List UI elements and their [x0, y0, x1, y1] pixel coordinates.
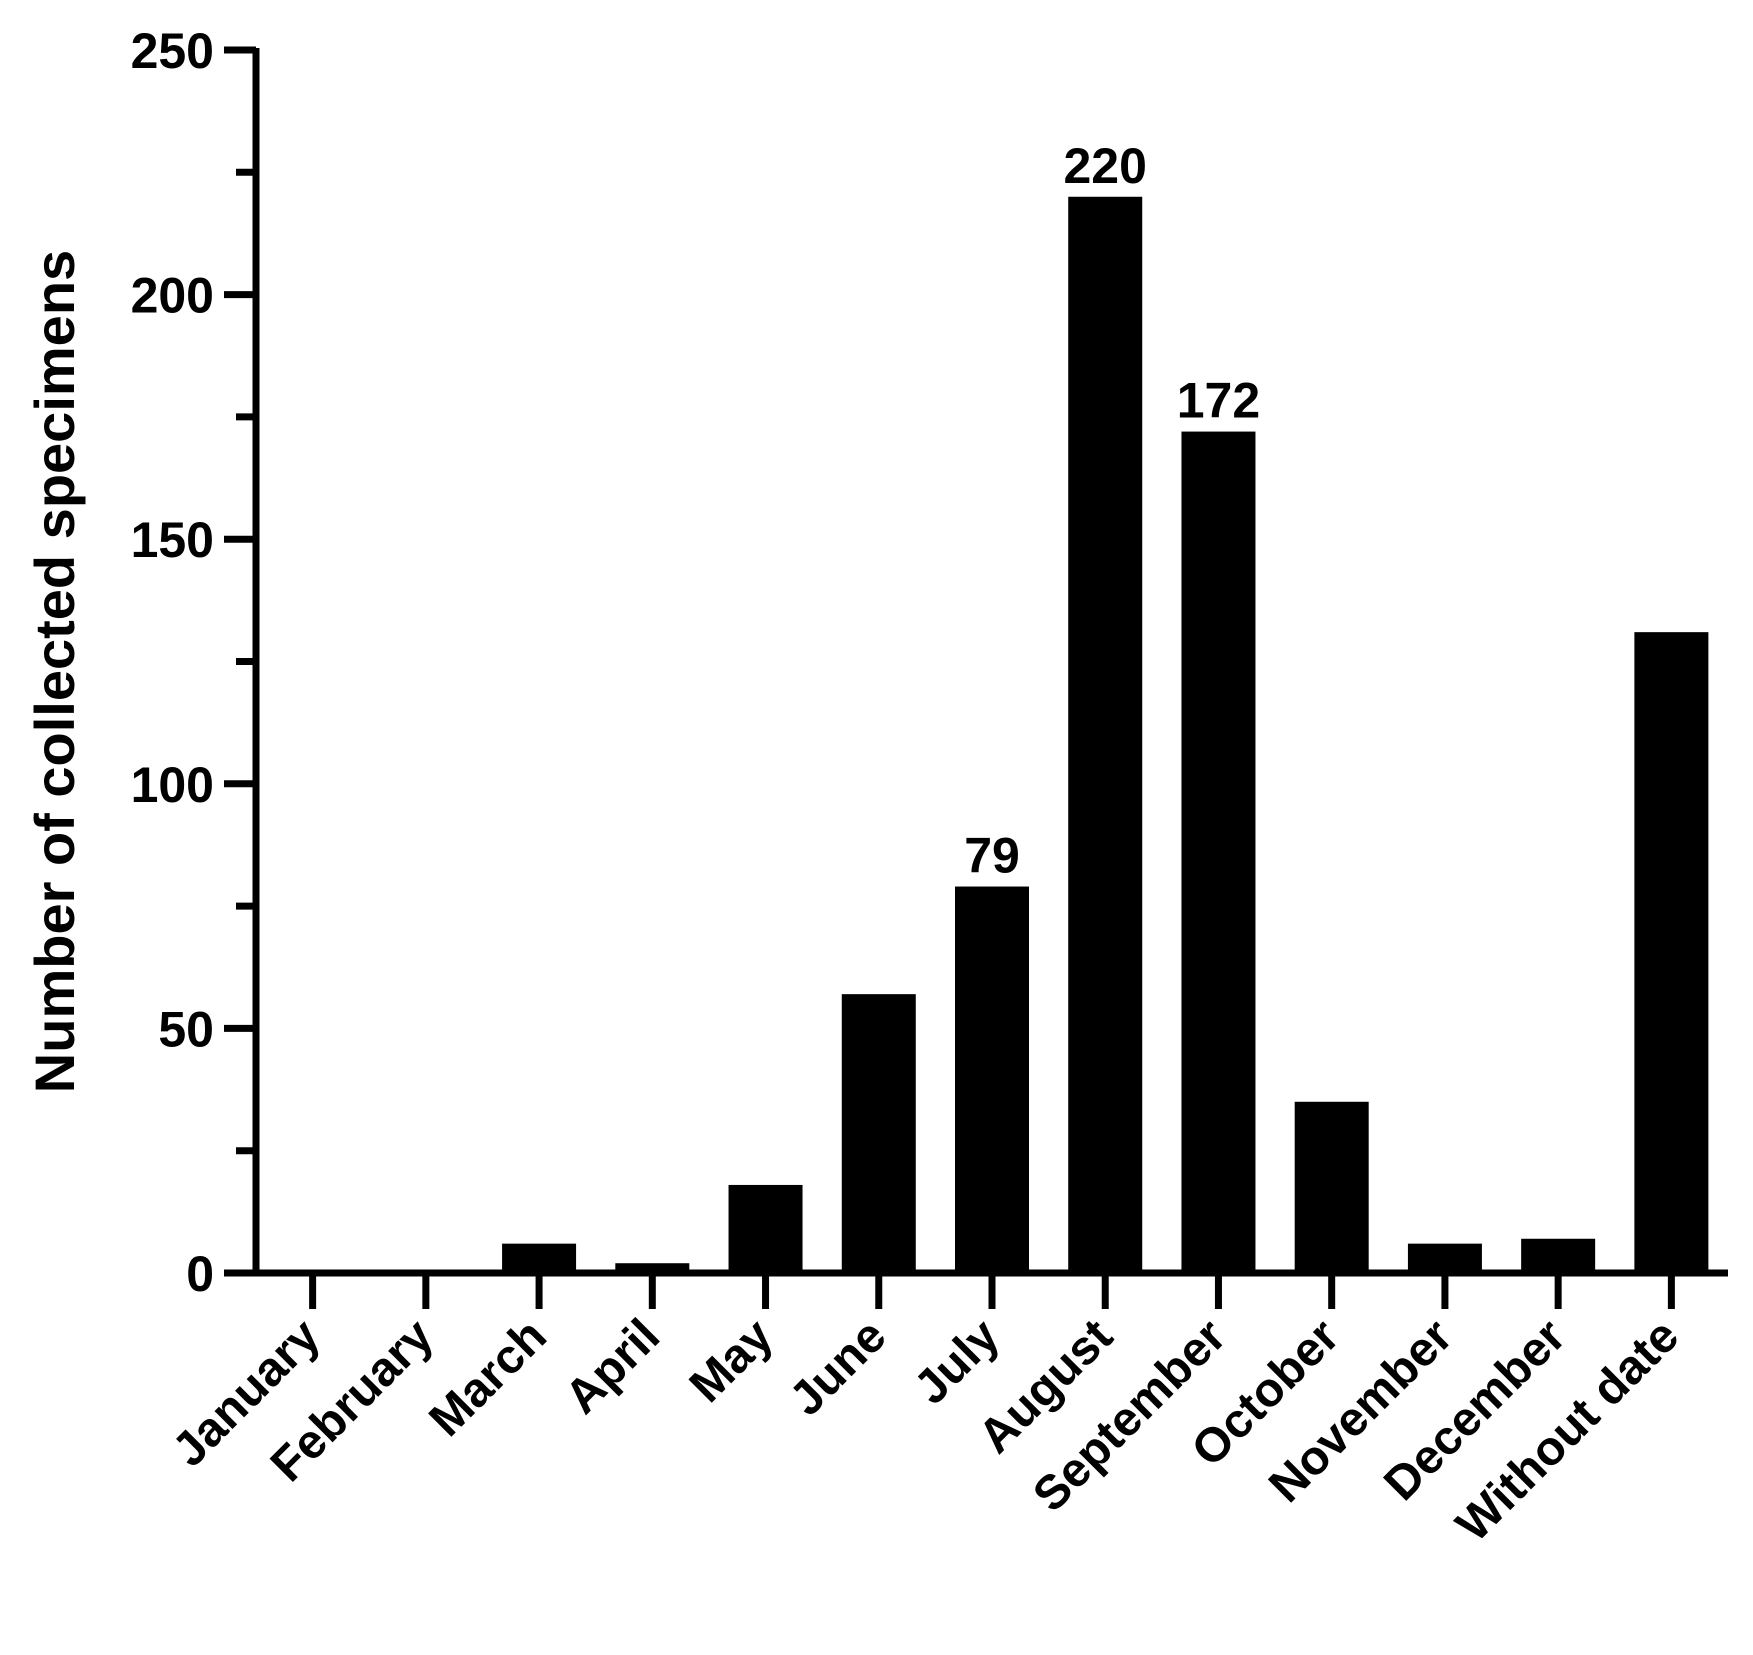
- bar-august: [1068, 196, 1143, 1273]
- bar-october: [1294, 1101, 1369, 1273]
- x-tick-label-march: March: [419, 1309, 556, 1446]
- bar-december: [1521, 1238, 1596, 1273]
- y-tick-label-0: 0: [186, 1246, 214, 1302]
- y-tick-label-150: 150: [131, 512, 214, 568]
- data-label-july: 79: [964, 828, 1020, 884]
- x-tick-label-june: June: [780, 1309, 897, 1426]
- bar-may: [728, 1184, 803, 1273]
- bar-march: [502, 1243, 577, 1273]
- bar-without-date: [1634, 632, 1709, 1273]
- bar-november: [1407, 1243, 1482, 1273]
- bar-june: [841, 994, 916, 1273]
- x-tick-label-april: April: [555, 1309, 670, 1424]
- x-tick-label-may: May: [680, 1309, 784, 1413]
- y-tick-label-250: 250: [131, 23, 214, 79]
- bar-april: [615, 1263, 690, 1273]
- y-tick-label-200: 200: [131, 268, 214, 324]
- data-label-august: 220: [1064, 138, 1147, 194]
- data-label-september: 172: [1177, 373, 1260, 429]
- y-tick-label-50: 50: [158, 1001, 214, 1057]
- x-tick-label-july: July: [904, 1309, 1010, 1415]
- y-axis-title: Number of collected specimens: [23, 250, 86, 1093]
- y-tick-label-100: 100: [131, 757, 214, 813]
- bar-july: [955, 886, 1029, 1273]
- bar-september: [1181, 431, 1256, 1273]
